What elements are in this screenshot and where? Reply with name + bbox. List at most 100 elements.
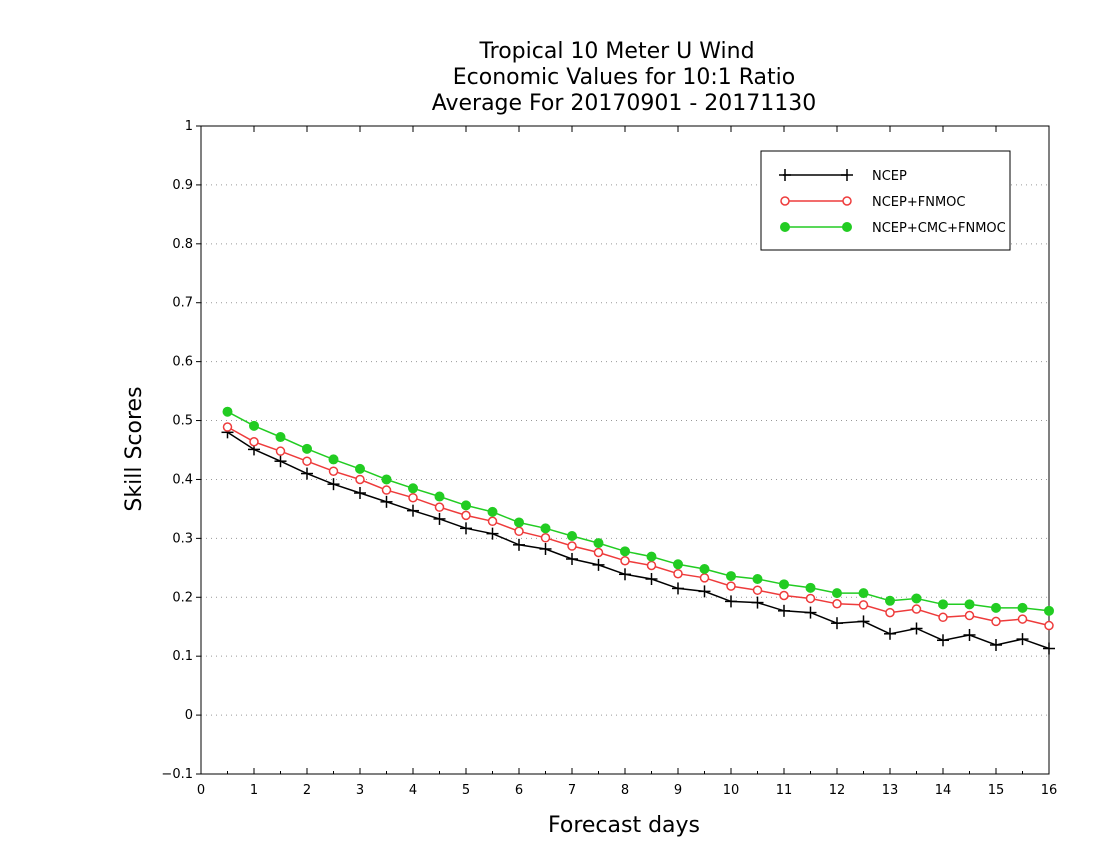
data-point [249,437,259,447]
data-point [461,500,471,511]
data-point [646,560,657,571]
data-point [354,487,366,500]
data-point [249,420,259,431]
data-point [487,506,498,517]
legend-entry: NCEP+FNMOC [780,195,965,210]
y-tick-label: 1 [185,119,193,134]
data-point [885,607,895,618]
data-point [222,406,233,417]
legend-entries: NCEP NCEP+FNMOC NCEP+CMC+FNMOC [779,169,1006,236]
data-point [991,616,1001,627]
data-point [460,522,472,535]
y-tick-label: 0.6 [172,355,193,370]
gridlines [201,184,1049,716]
data-point [858,588,869,599]
x-tick-label: 2 [303,783,311,798]
data-point [938,599,948,610]
y-tick-label: 0.8 [172,237,193,252]
data-point [302,443,312,454]
data-point [699,563,710,574]
data-point [486,527,499,540]
x-tick-label: 6 [515,783,523,798]
data-point [726,571,736,582]
x-tick-label: 14 [935,783,952,798]
data-point [841,169,853,181]
data-point [780,196,790,206]
data-point [884,627,896,640]
x-tick-label: 0 [197,783,205,798]
y-tick-label: 0.2 [172,590,193,605]
data-point [832,599,842,609]
data-point [327,478,340,491]
x-tick-label: 10 [723,783,740,798]
data-point [832,588,842,599]
data-point [842,196,852,206]
data-point [539,542,552,555]
data-point [963,628,976,641]
y-tick-label: 0.5 [172,414,193,429]
data-point [991,602,1001,613]
data-point [301,467,313,480]
data-point [355,463,365,474]
data-point [222,422,233,432]
legend-label: NCEP+CMC+FNMOC [872,221,1006,236]
x-tick-label: 15 [988,783,1005,798]
x-tick-label: 1 [250,783,258,798]
legend: NCEP NCEP+FNMOC NCEP+CMC+FNMOC [760,150,1011,251]
series-line [227,411,1050,612]
data-point [1017,602,1028,613]
data-point [1043,642,1055,655]
data-point [434,491,445,502]
legend-label: NCEP+FNMOC [872,195,965,210]
title-line-1: Tropical 10 Meter U Wind [478,39,754,64]
data-point [302,456,312,466]
y-tick-label: −0.1 [161,767,193,782]
data-point [646,551,657,562]
y-tick-label: 0.1 [172,649,193,664]
data-point [779,590,789,601]
data-point [1016,633,1029,646]
data-point [380,495,393,508]
data-point [911,604,922,614]
data-point [514,517,524,528]
data-point [673,559,683,570]
data-point [751,596,764,609]
data-point [513,538,525,551]
y-tick-label: 0.3 [172,531,193,546]
data-point [328,466,339,476]
data-point [1044,620,1054,631]
data-point [964,599,975,610]
data-point [857,615,870,628]
data-point [726,581,736,591]
x-tick-label: 13 [882,783,899,798]
data-point [407,504,419,517]
data-point [698,585,711,598]
x-tick-label: 4 [409,783,417,798]
x-tick-label: 11 [776,783,793,798]
data-point [328,454,339,465]
x-tick-label: 5 [462,783,470,798]
data-point [937,634,949,647]
data-point [620,546,630,557]
data-point [725,595,737,608]
data-point [699,573,710,583]
data-point [805,593,816,604]
data-point [1017,614,1028,624]
data-point [804,606,817,619]
data-point [910,622,923,635]
data-point [355,474,365,485]
y-tick-label: 0.4 [172,472,193,487]
series-line [227,426,1050,627]
data-point [619,568,631,581]
title-line-3: Average For 20170901 - 20171130 [432,91,817,116]
data-point [433,512,446,525]
series-ncep [221,426,1055,655]
x-tick-label: 16 [1041,783,1058,798]
series-ncep-fnmoc [222,422,1054,631]
data-point [381,474,392,485]
data-point [275,446,286,456]
data-point [381,485,392,495]
data-point [779,169,791,181]
data-point [964,610,975,621]
